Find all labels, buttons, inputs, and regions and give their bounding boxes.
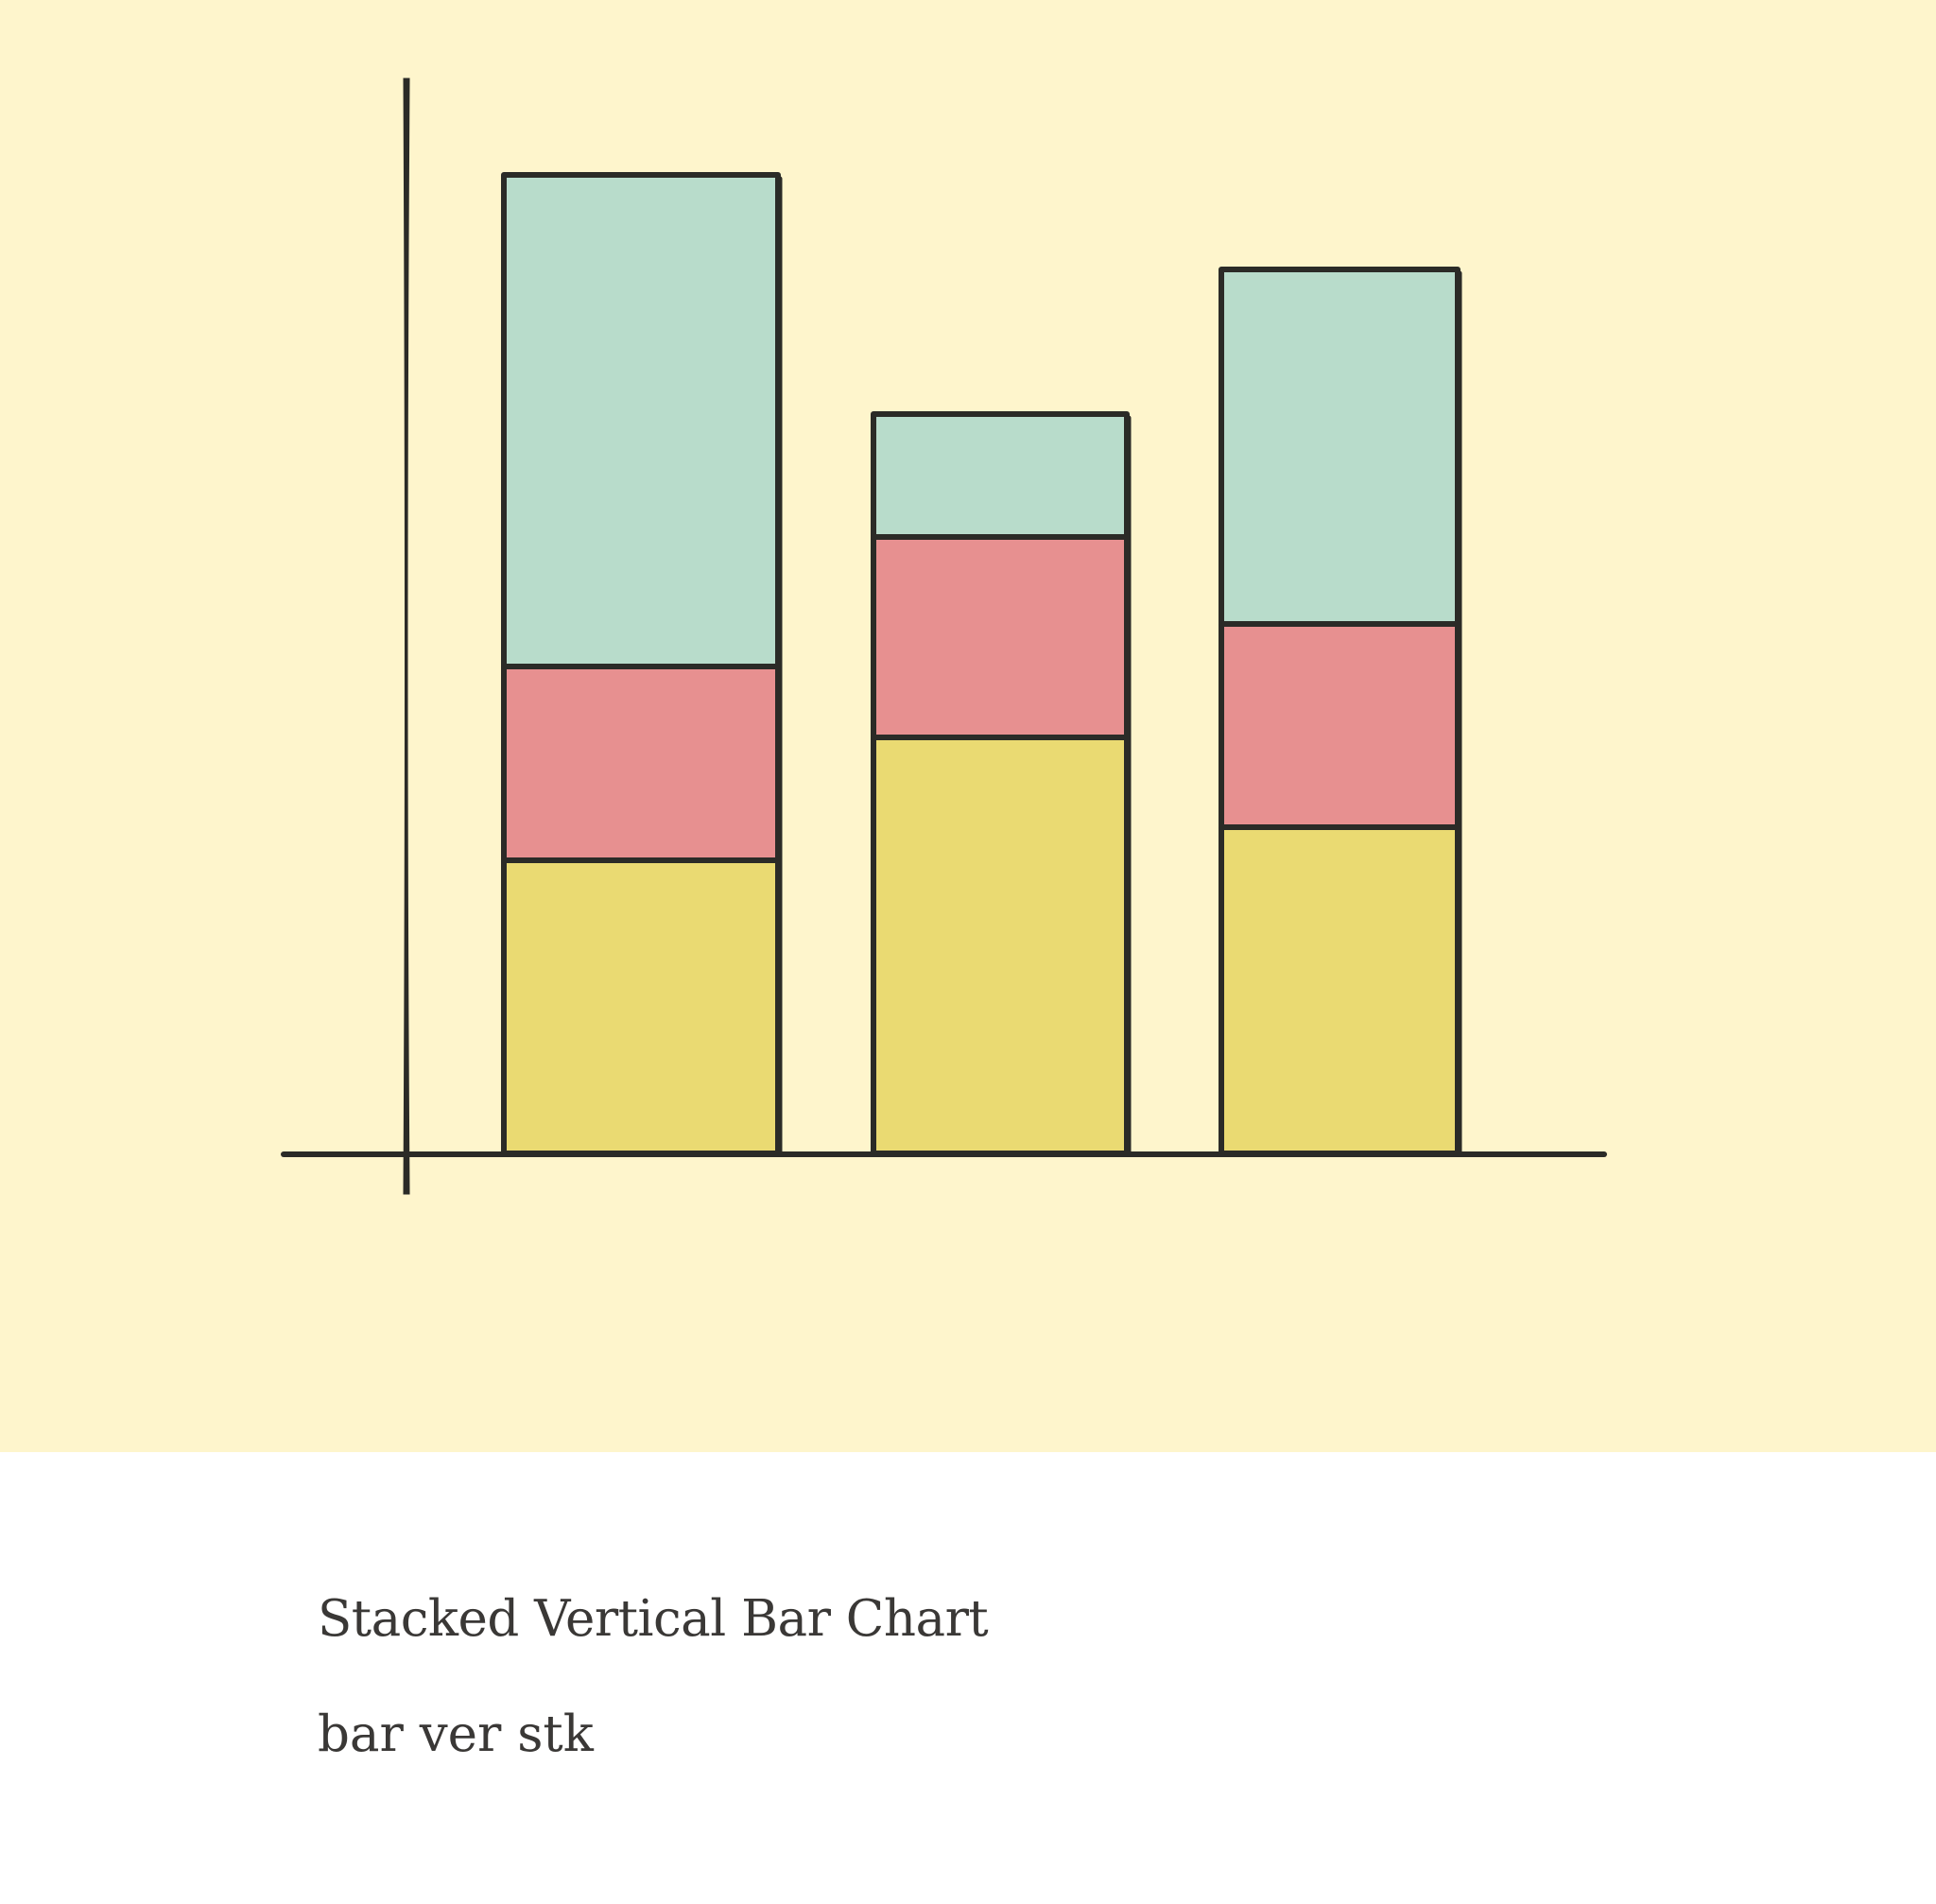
bar-2-segment-1: [871, 735, 1130, 1156]
bar-2-segment-2: [871, 534, 1130, 740]
bars-layer: [501, 172, 1462, 1156]
bar-1-segment-2: [501, 664, 781, 863]
caption-title: Stacked Vertical Bar Chart: [318, 1590, 989, 1648]
bar-1-segment-1: [501, 857, 781, 1156]
bar-3-segment-3: [1219, 267, 1461, 627]
x-axis-line: [281, 1151, 1607, 1159]
bar-3-segment-1: [1219, 824, 1461, 1156]
bar-1: [501, 172, 783, 1156]
stacked-bar-illustration: [0, 0, 1936, 1452]
bar-2: [871, 411, 1132, 1156]
bar-3: [1219, 267, 1462, 1156]
caption-tags: bar ver stk: [318, 1705, 594, 1763]
bar-1-segment-3: [501, 172, 781, 669]
bar-2-segment-3: [871, 411, 1130, 540]
bar-3-segment-2: [1219, 621, 1461, 830]
y-axis-line: [403, 78, 410, 1195]
caption: Stacked Vertical Bar Chart bar ver stk: [318, 1588, 1641, 1766]
